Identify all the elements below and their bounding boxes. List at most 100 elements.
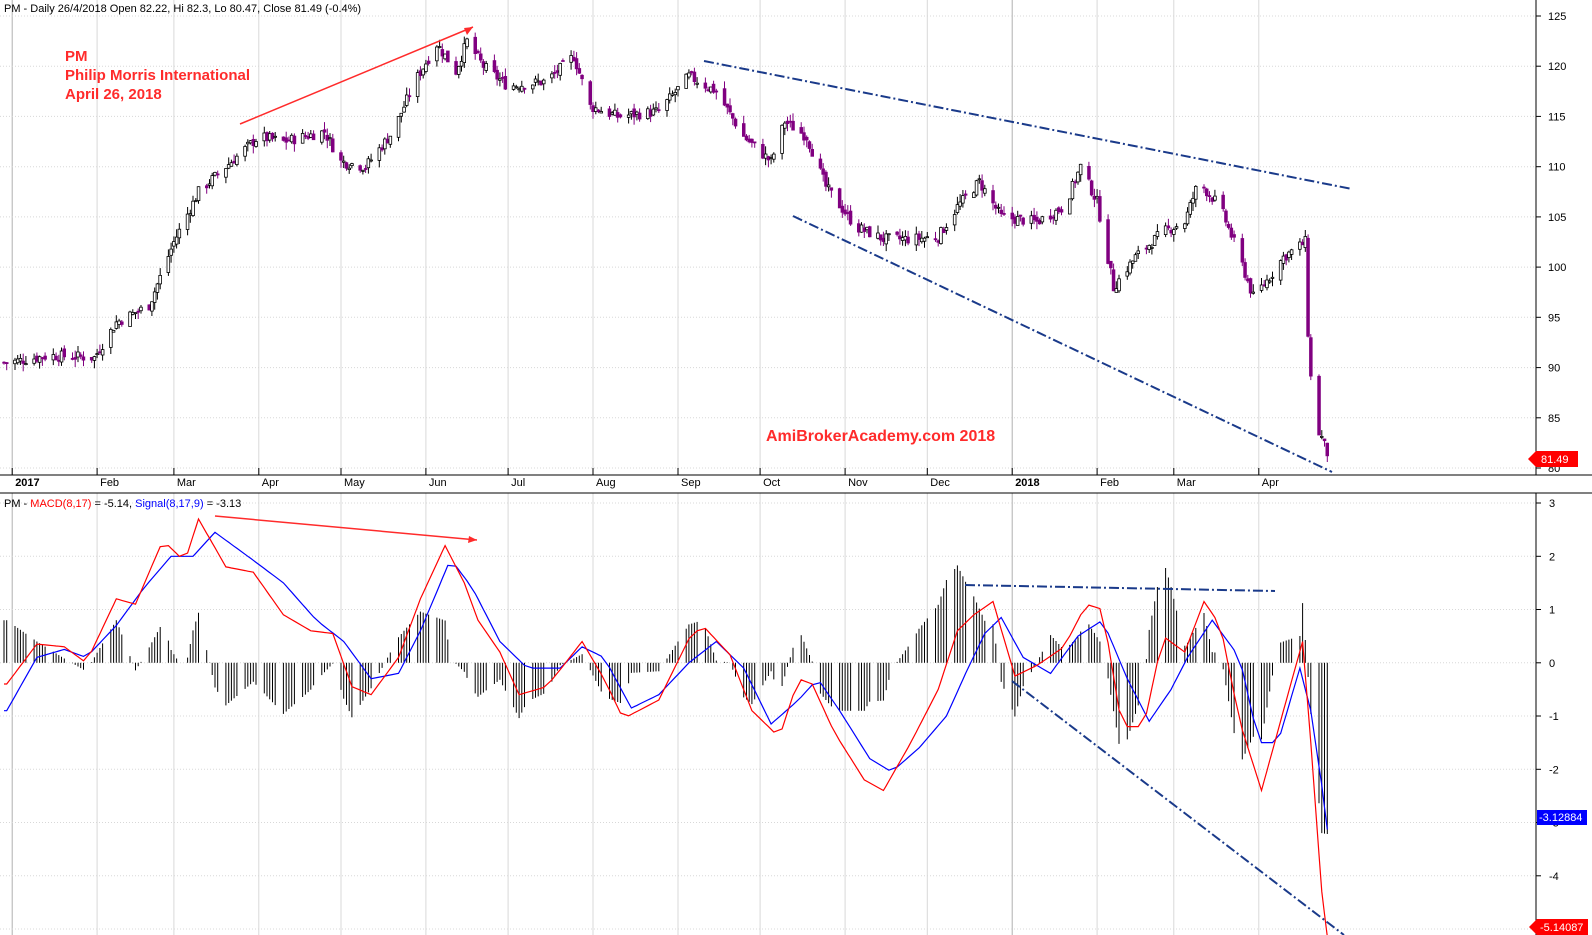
candle: [37, 355, 42, 369]
candle: [539, 80, 543, 86]
candle: [933, 231, 938, 242]
macd-divergence-arrowhead: [468, 536, 477, 543]
x-tick-label: Apr: [262, 477, 279, 489]
candle: [974, 179, 979, 197]
candle: [763, 146, 768, 166]
candle: [711, 80, 716, 94]
candle: [54, 352, 58, 361]
candle: [1114, 281, 1119, 293]
candle: [196, 186, 201, 204]
candle: [174, 229, 179, 249]
candle: [117, 318, 121, 329]
price-grid: [0, 0, 1536, 475]
candle: [1226, 221, 1231, 230]
candle: [51, 348, 56, 366]
candle: [188, 209, 193, 223]
candle: [224, 168, 228, 184]
candle: [632, 103, 636, 125]
candle: [900, 231, 905, 246]
candle: [1125, 266, 1130, 280]
candle: [906, 230, 910, 246]
candle: [500, 71, 505, 83]
candle: [1150, 243, 1154, 255]
candle: [1169, 227, 1173, 238]
candle: [300, 129, 305, 144]
candle: [552, 65, 557, 79]
candle: [495, 65, 499, 86]
candle: [977, 174, 982, 184]
candle: [533, 75, 538, 87]
candle: [936, 239, 941, 247]
candle: [92, 355, 97, 369]
candle: [1268, 278, 1272, 284]
candle: [783, 121, 787, 136]
candle: [350, 162, 354, 169]
candle: [1111, 263, 1116, 292]
annotation-date: April 26, 2018: [65, 86, 162, 103]
candle: [879, 234, 883, 246]
candle: [265, 131, 269, 147]
candle: [440, 43, 445, 63]
candle: [747, 134, 751, 144]
signal-last-tag: -3.12884: [1537, 810, 1587, 825]
candle: [1284, 253, 1288, 266]
candle: [361, 169, 365, 175]
candle: [791, 113, 795, 131]
candle: [503, 68, 508, 90]
candle: [1259, 278, 1264, 293]
candle: [569, 50, 573, 70]
candle: [1054, 208, 1058, 225]
candle: [320, 130, 324, 145]
candle: [147, 304, 151, 311]
price-y-tick-label: 100: [1548, 262, 1566, 274]
candle: [596, 109, 601, 114]
candle: [2, 361, 6, 365]
candle: [207, 179, 212, 189]
candle: [407, 88, 412, 102]
candle: [443, 53, 447, 61]
candle: [292, 133, 297, 152]
candle: [59, 347, 64, 366]
candle: [306, 131, 310, 141]
candle: [785, 116, 790, 132]
candle: [76, 346, 80, 363]
candle: [1095, 189, 1099, 204]
candle: [733, 117, 738, 129]
candle: [895, 231, 899, 237]
candle: [98, 344, 102, 355]
candle: [81, 351, 86, 367]
candle: [558, 62, 562, 81]
x-tick-label: Sep: [681, 477, 701, 489]
candle: [1040, 215, 1045, 225]
candle: [1147, 244, 1151, 253]
candle: [311, 130, 316, 141]
candle: [914, 226, 919, 251]
candle: [1207, 191, 1212, 203]
candle: [709, 86, 713, 94]
candle: [330, 133, 335, 153]
candle: [846, 205, 850, 221]
candle: [177, 223, 182, 244]
candle: [347, 164, 351, 174]
candle: [1325, 442, 1330, 462]
price-y-tick-label: 120: [1548, 61, 1566, 73]
candle: [158, 268, 162, 290]
candle: [235, 153, 239, 167]
candle: [742, 115, 746, 137]
candle: [1251, 284, 1256, 295]
candle: [687, 69, 691, 80]
candle: [95, 348, 99, 359]
price-header: PM - Daily 26/4/2018 Open 82.22, Hi 82.3…: [4, 3, 361, 15]
candle: [191, 195, 195, 217]
candle: [1202, 184, 1206, 194]
candle: [243, 144, 247, 162]
candle: [478, 47, 483, 63]
candle: [942, 226, 946, 234]
candle: [536, 73, 541, 86]
candle: [615, 107, 620, 123]
candle: [555, 64, 560, 79]
candle: [383, 137, 387, 155]
candle: [657, 103, 661, 113]
